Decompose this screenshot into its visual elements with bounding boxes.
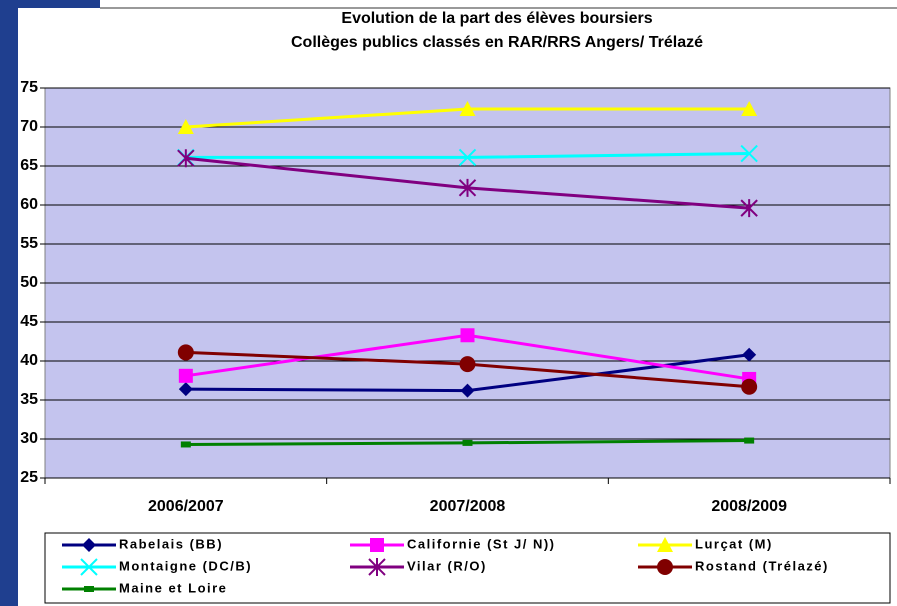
- point-marker: [177, 344, 194, 361]
- legend-label: Rostand (Trélazé): [695, 558, 829, 573]
- point-marker: [741, 378, 758, 395]
- y-tick-label: 60: [20, 196, 38, 213]
- legend-label: Californie (St J/ N)): [407, 536, 556, 551]
- x-tick-label: 2008/2009: [711, 498, 787, 515]
- point-marker: [460, 383, 475, 398]
- legend-marker: [657, 559, 673, 575]
- legend-label: Lurçat (M): [695, 536, 773, 551]
- point-marker: [744, 437, 755, 444]
- point-marker: [740, 144, 758, 163]
- legend-marker: [84, 586, 94, 592]
- y-tick-label: 50: [20, 274, 38, 291]
- legend-marker: [82, 538, 96, 552]
- legend-label: Vilar (R/O): [407, 558, 487, 573]
- y-tick-label: 70: [20, 118, 38, 135]
- point-marker: [462, 439, 473, 446]
- point-marker: [459, 356, 476, 373]
- point-marker: [458, 148, 477, 167]
- point-marker: [178, 368, 193, 383]
- legend-label: Rabelais (BB): [119, 536, 223, 551]
- chart-title: Evolution de la part des élèves boursier…: [341, 10, 652, 27]
- y-tick-label: 75: [20, 79, 38, 96]
- legend-marker: [368, 558, 386, 576]
- y-tick-label: 45: [20, 313, 38, 330]
- legend-marker: [80, 558, 98, 576]
- y-tick-label: 55: [20, 235, 38, 252]
- y-tick-label: 25: [20, 469, 38, 486]
- point-marker: [180, 441, 191, 448]
- point-marker: [740, 199, 758, 218]
- point-marker: [177, 119, 194, 134]
- y-tick-label: 35: [20, 391, 38, 408]
- x-tick-label: 2007/2008: [430, 498, 506, 515]
- point-marker: [741, 101, 758, 117]
- top-strip: [0, 0, 100, 8]
- legend-box: [44, 532, 891, 604]
- y-tick-label: 40: [20, 352, 38, 369]
- point-marker: [742, 347, 757, 362]
- point-marker: [459, 101, 476, 117]
- y-tick-label: 65: [20, 157, 38, 174]
- legend-label: Montaigne (DC/B): [119, 558, 252, 573]
- x-tick-label: 2006/2007: [148, 498, 224, 515]
- side-strip: [0, 0, 18, 606]
- point-marker: [460, 328, 475, 343]
- y-tick-label: 30: [20, 430, 38, 447]
- point-marker: [178, 382, 193, 397]
- legend-label: Maine et Loire: [119, 580, 227, 595]
- point-marker: [177, 149, 195, 168]
- chart-subtitle: Collèges publics classés en RAR/RRS Ange…: [291, 34, 703, 51]
- legend-marker: [657, 537, 673, 552]
- legend-marker: [370, 538, 384, 552]
- point-marker: [458, 178, 477, 197]
